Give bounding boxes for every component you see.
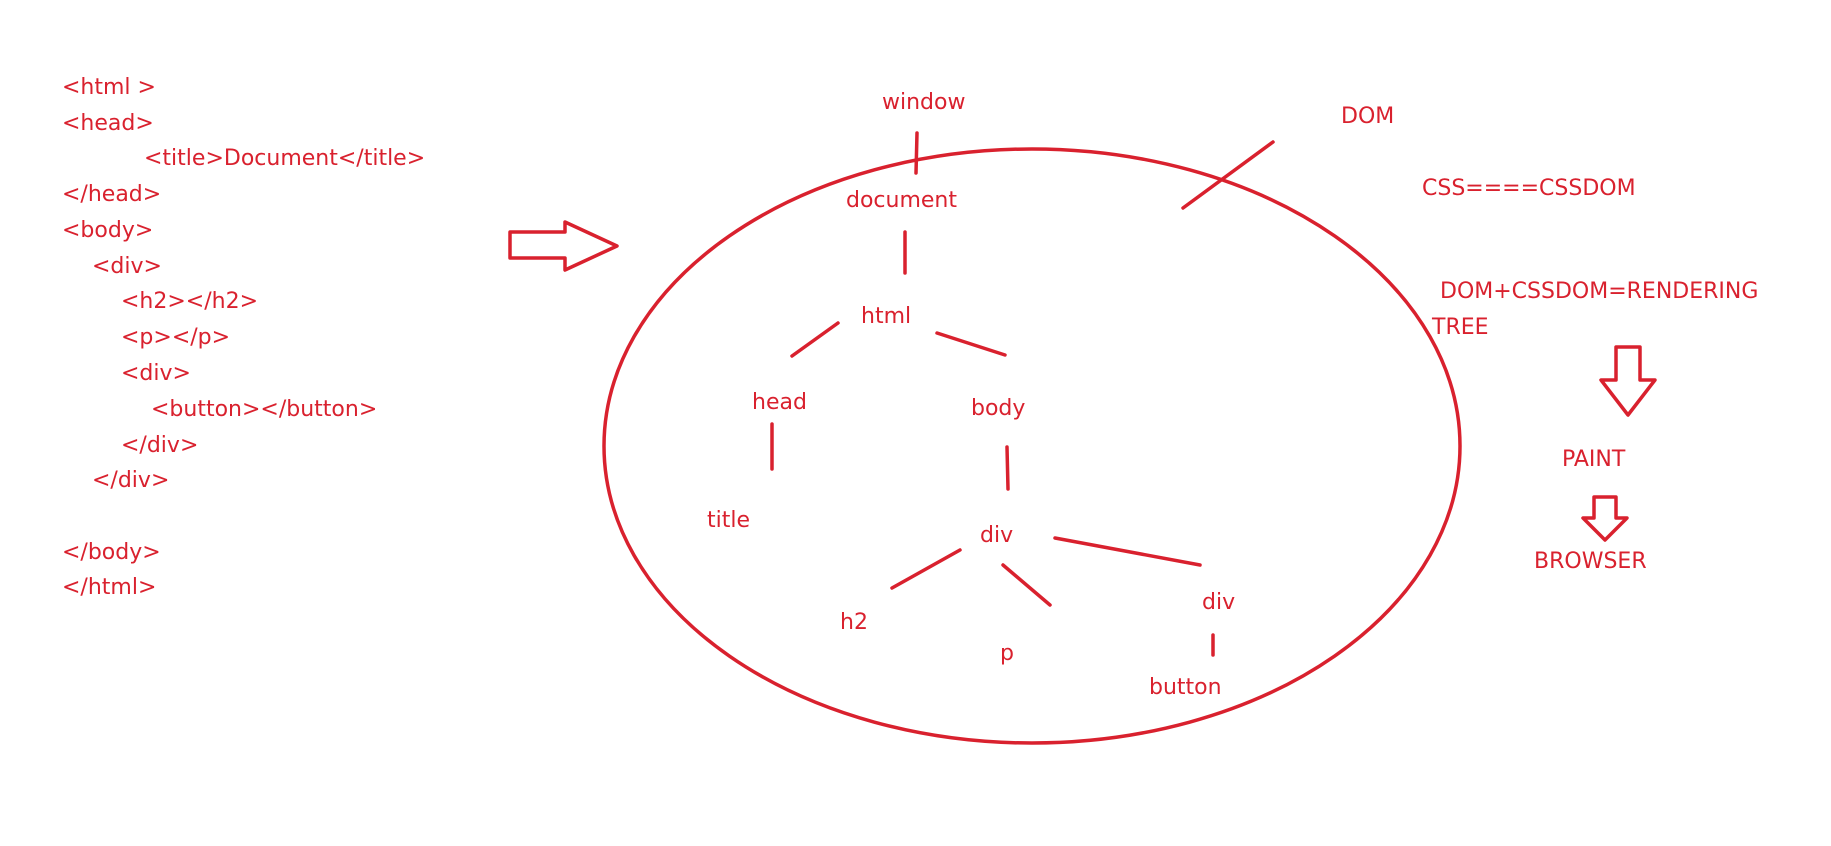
node-p: p [1000,641,1014,666]
edge-html-head [790,321,840,358]
code-line-title: <title>Document</title> [144,146,426,171]
node-document: document [846,188,957,213]
note-browser: BROWSER [1534,549,1647,574]
node-body: body [971,396,1026,421]
node-button: button [1149,675,1222,700]
edge-div-p [1001,563,1052,607]
code-line-div-open: <div> [92,254,162,279]
code-line-head-close: </head> [62,182,162,207]
code-line-button: <button></button> [151,397,378,422]
edge-body-div [1005,445,1010,491]
code-line-inner-div-open: <div> [121,361,191,386]
right-arrow-icon [508,220,619,272]
code-line-p: <p></p> [121,325,231,350]
down-arrow-icon [1599,345,1657,417]
code-line-html-open: <html > [62,75,156,100]
code-line-head-open: <head> [62,111,154,136]
node-h2: h2 [840,610,868,635]
edge-window-document [914,131,919,175]
code-line-div-close: </div> [92,468,170,493]
node-div: div [980,523,1014,548]
code-line-inner-div-close: </div> [121,433,199,458]
node-div-inner: div [1202,590,1236,615]
code-line-body-close: </body> [62,540,161,565]
dom-pointer-line [1181,140,1275,210]
node-head: head [752,390,807,415]
down-arrow-small-icon [1581,495,1629,542]
code-line-html-close: </html> [62,575,157,600]
node-title: title [707,508,751,533]
edge-div-h2 [890,548,962,590]
edge-div-div [1053,536,1202,567]
note-rendering-line2: TREE [1432,315,1489,340]
note-rendering-line1: DOM+CSSDOM=RENDERING [1440,279,1759,304]
note-dom: DOM [1341,104,1395,129]
dom-ellipse [602,147,1462,745]
code-line-body-open: <body> [62,218,154,243]
note-css-cssdom: CSS====CSSDOM [1422,176,1636,201]
code-line-h2: <h2></h2> [121,289,259,314]
note-paint: PAINT [1562,447,1626,472]
node-window: window [882,90,966,115]
node-html: html [861,304,912,329]
edge-html-body [935,331,1007,357]
